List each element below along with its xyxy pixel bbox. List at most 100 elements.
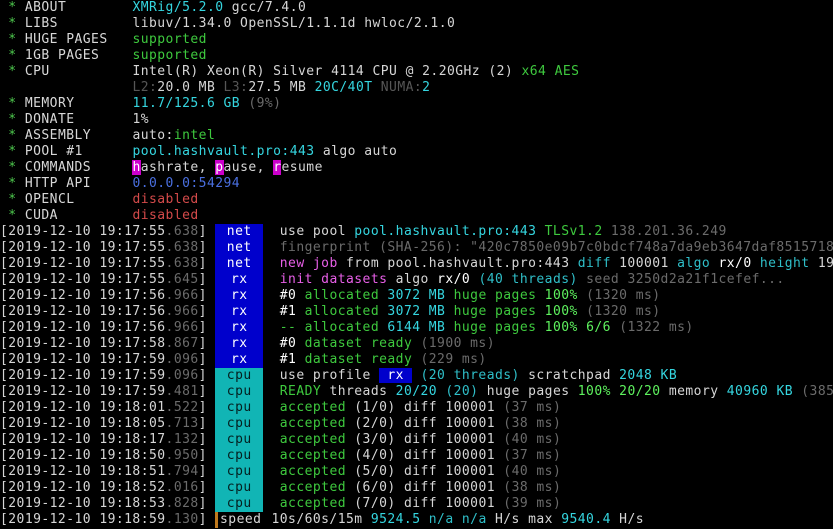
log-timestamp-close: ] [198, 448, 216, 463]
log-timestamp-ms: .016 [165, 480, 199, 495]
hotkey-hashrate[interactable]: h [132, 160, 141, 175]
config-value-extra: gcc/7.4.0 [223, 0, 307, 15]
log-tag-cpu: cpu [215, 400, 264, 416]
config-value: 1% [132, 112, 150, 127]
log-text: H/s [610, 512, 644, 527]
log-text: rx/0 [437, 272, 471, 287]
log-text: (38 ms) [503, 480, 562, 495]
log-timestamp-ms: .950 [165, 448, 199, 463]
log-tag-net: net [215, 240, 264, 256]
config-key: POOL #1 [24, 144, 133, 159]
log-text: accepted [279, 416, 346, 431]
http-api-address: 0.0.0.0:54294 [132, 176, 241, 191]
log-tag-cpu: cpu [215, 368, 264, 384]
config-row: * POOL #1 pool.hashvault.pro:443 algo au… [0, 144, 833, 160]
log-text: height [751, 256, 818, 271]
log-timestamp-close: ] [198, 384, 216, 399]
config-value: libuv/1.34.0 OpenSSL/1.1.1d hwloc/2.1.0 [132, 16, 456, 31]
log-line: [2019-12-10 19:18:51.794] cpu accepted (… [0, 464, 833, 480]
bullet-icon: * [0, 48, 25, 63]
log-timestamp-ms: .638 [165, 240, 199, 255]
l3-value: 27.5 MB [248, 80, 315, 95]
log-tag-gap [263, 384, 280, 399]
log-tag-gap [263, 368, 280, 383]
log-text: algo [668, 256, 719, 271]
log-text: diff [569, 256, 620, 271]
log-text: (37 ms) [503, 448, 562, 463]
log-timestamp: [2019-12-10 19:18:01 [0, 400, 166, 415]
log-text: (1322 ms) [619, 320, 694, 335]
log-text: H/s [486, 512, 529, 527]
log-timestamp: [2019-12-10 19:17:55 [0, 240, 166, 255]
log-tag-rx: rx [215, 336, 264, 352]
log-tag-gap [263, 416, 280, 431]
log-text: 1985964 [817, 256, 833, 271]
log-text: (5/0) [354, 464, 396, 479]
log-text: (40 threads) [478, 272, 578, 287]
log-text: (37 ms) [503, 400, 562, 415]
log-text: dataset ready [296, 352, 413, 367]
hotkey-pause[interactable]: p [215, 160, 224, 175]
log-text: 100001 [445, 416, 496, 431]
log-tag-net: net [215, 224, 264, 240]
speed-marker-icon [215, 512, 219, 528]
config-value: supported [132, 48, 207, 63]
log-tag-rx: rx [215, 320, 264, 336]
log-text: (6/0) [354, 480, 396, 495]
log-line: [2019-12-10 19:17:58.867] rx #0 dataset … [0, 336, 833, 352]
log-text: 100001 [445, 432, 496, 447]
log-timestamp: [2019-12-10 19:17:59 [0, 368, 166, 383]
log-text: (40 ms) [503, 464, 562, 479]
config-row: * CPU Intel(R) Xeon(R) Silver 4114 CPU @… [0, 64, 833, 80]
log-text [412, 368, 420, 383]
log-tag-gap [263, 240, 280, 255]
log-text: (20 threads) [420, 368, 520, 383]
memory-percent: (9%) [240, 96, 282, 111]
l2-label: L2: [132, 80, 158, 95]
log-text: #0 [279, 288, 297, 303]
log-tag-gap [263, 336, 280, 351]
log-line: [2019-12-10 19:17:56.966] rx #1 allocate… [0, 304, 833, 320]
config-key: MEMORY [24, 96, 133, 111]
log-text: 138.201.36.249 [610, 224, 727, 239]
log-timestamp-ms: .645 [165, 272, 199, 287]
bullet-icon: * [0, 64, 25, 79]
config-row: * DONATE 1% [0, 112, 833, 128]
log-text: 100001 [445, 464, 496, 479]
log-text: rx/0 [718, 256, 752, 271]
log-tag-cpu: cpu [215, 496, 264, 512]
log-text: #0 [279, 336, 297, 351]
log-text: diff [395, 432, 446, 447]
log-text: diff [395, 464, 446, 479]
l3-label: L3: [223, 80, 249, 95]
log-line: [2019-12-10 19:17:59.096] rx #1 dataset … [0, 352, 833, 368]
log-text [536, 224, 544, 239]
log-timestamp: [2019-12-10 19:17:58 [0, 336, 166, 351]
log-tag-rx: rx [215, 288, 264, 304]
log-text: #1 [279, 304, 297, 319]
log-timestamp: [2019-12-10 19:17:59 [0, 384, 166, 399]
log-tag-rx: rx [215, 272, 264, 288]
log-text [412, 352, 420, 367]
bullet-icon: * [0, 208, 25, 223]
log-line: [2019-12-10 19:18:50.950] cpu accepted (… [0, 448, 833, 464]
log-text: accepted [279, 432, 346, 447]
log-text: allocated [296, 320, 388, 335]
bullet-icon: * [0, 192, 25, 207]
config-cpu-flags: x64 AES [521, 64, 580, 79]
log-timestamp-ms: .130 [165, 512, 199, 527]
config-value: Intel(R) Xeon(R) Silver 4114 CPU @ 2.20G… [132, 64, 481, 79]
log-text: diff [395, 416, 446, 431]
config-row: L2:20.0 MB L3:27.5 MB 20C/40T NUMA:2 [0, 80, 833, 96]
log-text: max [528, 512, 562, 527]
hotkey-resume[interactable]: r [273, 160, 282, 175]
log-timestamp-close: ] [198, 480, 216, 495]
config-row: * MEMORY 11.7/125.6 GB (9%) [0, 96, 833, 112]
log-timestamp-ms: .481 [165, 384, 199, 399]
config-row: * CUDA disabled [0, 208, 833, 224]
log-tag-cpu: cpu [215, 464, 264, 480]
log-text [611, 384, 619, 399]
log-tag-gap [263, 432, 280, 447]
bullet-icon: * [0, 176, 25, 191]
